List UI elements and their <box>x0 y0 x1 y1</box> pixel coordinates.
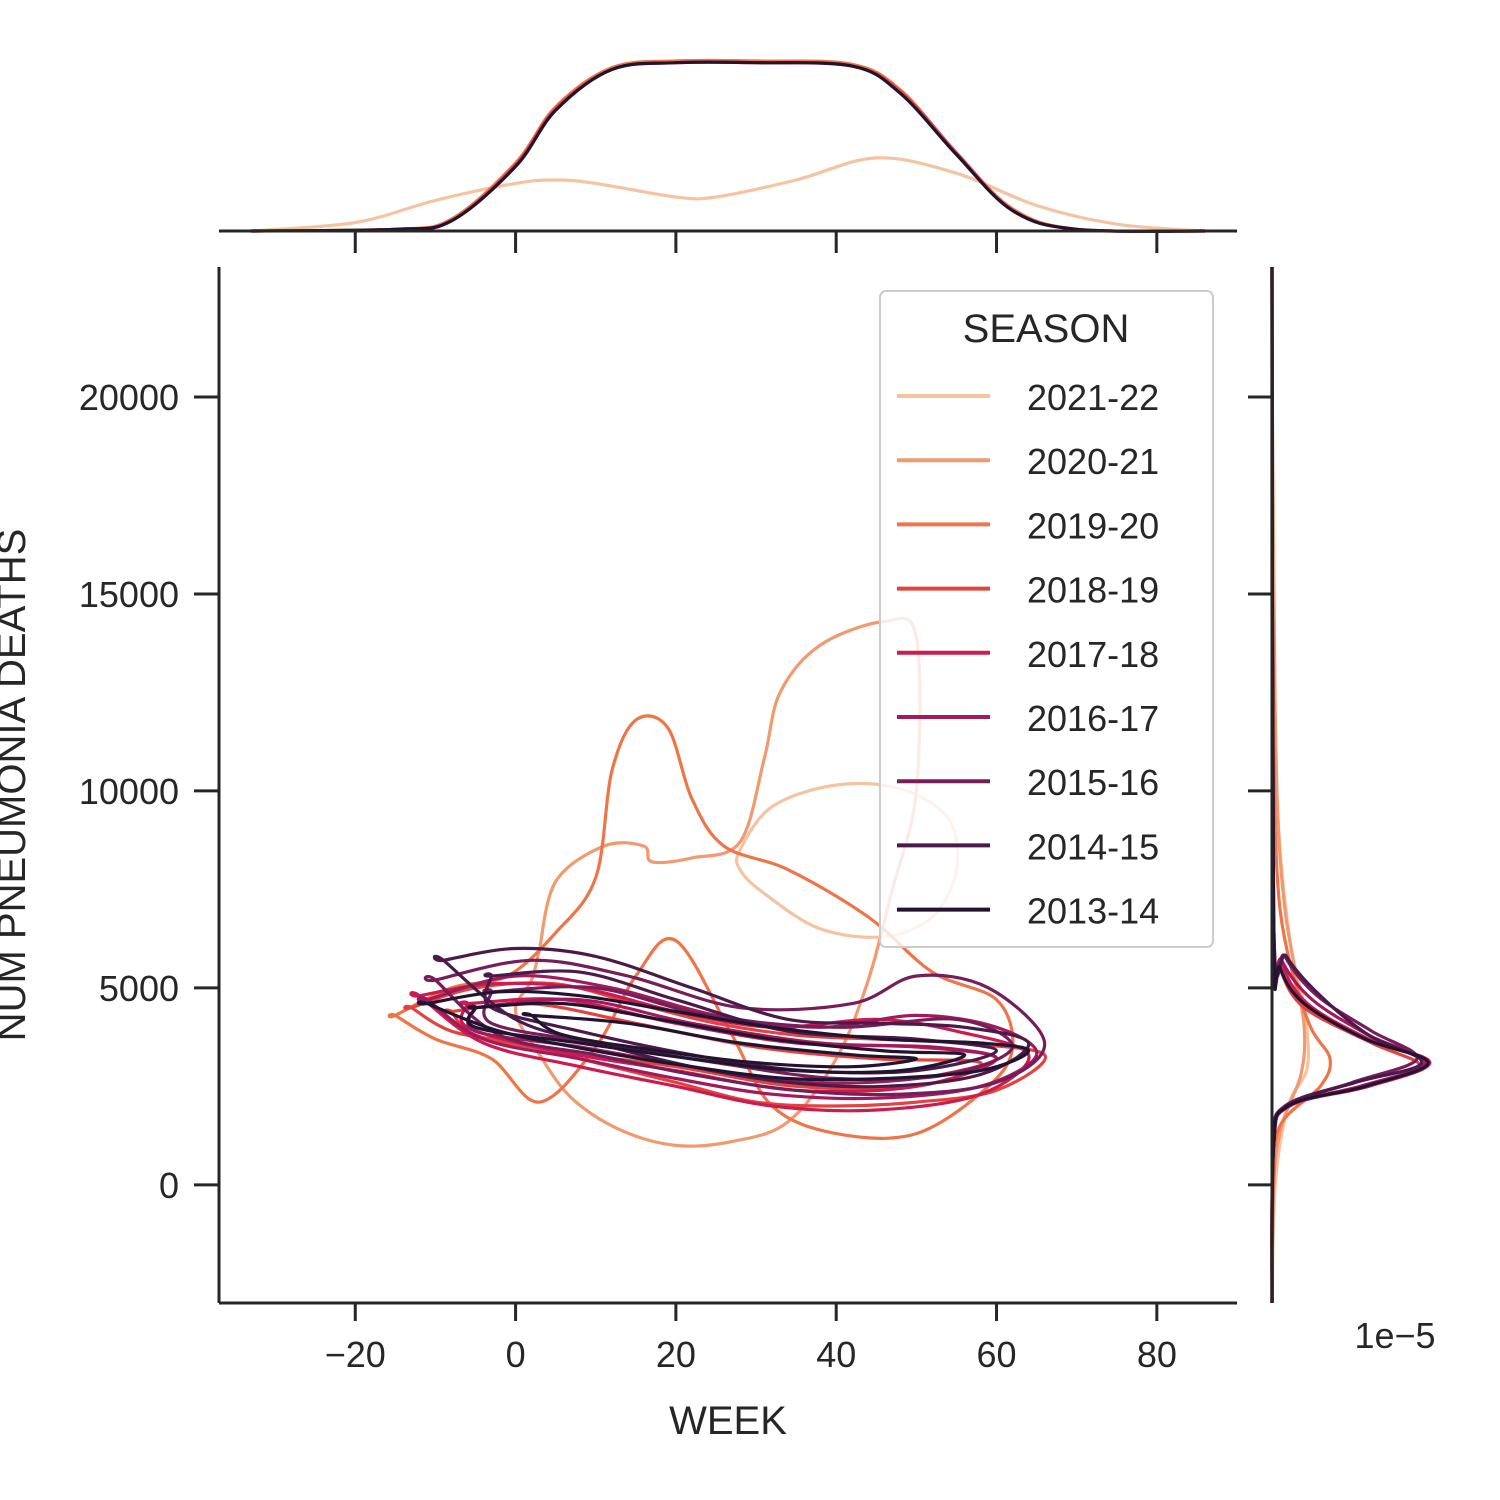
y-axis-label: NUM PNEUMONIA DEATHS <box>0 529 34 1042</box>
right-kde-2018-19 <box>1270 266 1422 1304</box>
x-axis-label: WEEK <box>669 1399 787 1443</box>
y-tick-label: 0 <box>159 1165 179 1206</box>
legend-label-2020-21: 2020-21 <box>1027 441 1159 482</box>
x-tick-label: 60 <box>977 1334 1017 1375</box>
y-tick-label: 10000 <box>79 771 179 812</box>
legend-label-2021-22: 2021-22 <box>1027 377 1159 418</box>
legend-title: SEASON <box>963 307 1130 351</box>
contour-line-2013-14-1 <box>466 1001 967 1074</box>
x-tick-label: 20 <box>656 1334 696 1375</box>
legend-label-2013-14: 2013-14 <box>1027 891 1159 932</box>
x-tick-label: −20 <box>325 1334 386 1375</box>
x-tick-label: 0 <box>506 1334 526 1375</box>
right-kde-2019-20 <box>1270 554 1332 1304</box>
legend-label-2017-18: 2017-18 <box>1027 634 1159 675</box>
contour-line-2013-14-0 <box>416 989 1031 1082</box>
axes-layer: −20 0 20 40 60 80 0 5000 10000 15000 20000 <box>79 229 1274 1375</box>
top-marginal-layer <box>250 58 1206 234</box>
top-kde-2020-21 <box>251 58 1205 233</box>
contour-line-2015-16-0 <box>423 958 1047 1097</box>
marginal-y-scale-label: 1e−5 <box>1354 1315 1435 1356</box>
right-kde-2016-17 <box>1270 266 1427 1304</box>
legend-label-2014-15: 2014-15 <box>1027 826 1159 867</box>
contour-line-2014-15-1 <box>483 969 999 1075</box>
top-kde-2019-20 <box>251 58 1205 234</box>
right-kde-2013-14 <box>1270 266 1430 1304</box>
legend: SEASON 2021-22 2020-21 2019-20 2018-19 2017-… <box>879 290 1214 948</box>
contour-series-2013-14 <box>416 989 1031 1082</box>
y-tick-label: 5000 <box>99 968 179 1009</box>
legend-label-2018-19: 2018-19 <box>1027 570 1159 611</box>
x-tick-label: 40 <box>816 1334 856 1375</box>
right-kde-2015-16 <box>1270 266 1419 1304</box>
y-tick-label: 20000 <box>79 377 179 418</box>
contour-layer <box>387 616 1048 1148</box>
legend-label-2019-20: 2019-20 <box>1027 505 1159 546</box>
right-kde-2020-21 <box>1270 357 1307 1304</box>
legend-label-2016-17: 2016-17 <box>1027 698 1159 739</box>
legend-label-2015-16: 2015-16 <box>1027 762 1159 803</box>
top-kde-2021-22 <box>250 156 1206 233</box>
legend-entries: 2021-22 2020-21 2019-20 2018-19 2017-18 2016-… <box>897 377 1159 932</box>
right-kde-2014-15 <box>1270 266 1424 1304</box>
contour-line-2013-14-2 <box>521 1012 918 1069</box>
y-tick-label: 15000 <box>79 574 179 615</box>
top-kde-2013-14 <box>251 60 1205 233</box>
x-tick-label: 80 <box>1137 1334 1177 1375</box>
right-marginal-layer <box>1270 266 1432 1304</box>
right-kde-2017-18 <box>1270 266 1432 1304</box>
top-kde-2018-19 <box>251 60 1205 233</box>
